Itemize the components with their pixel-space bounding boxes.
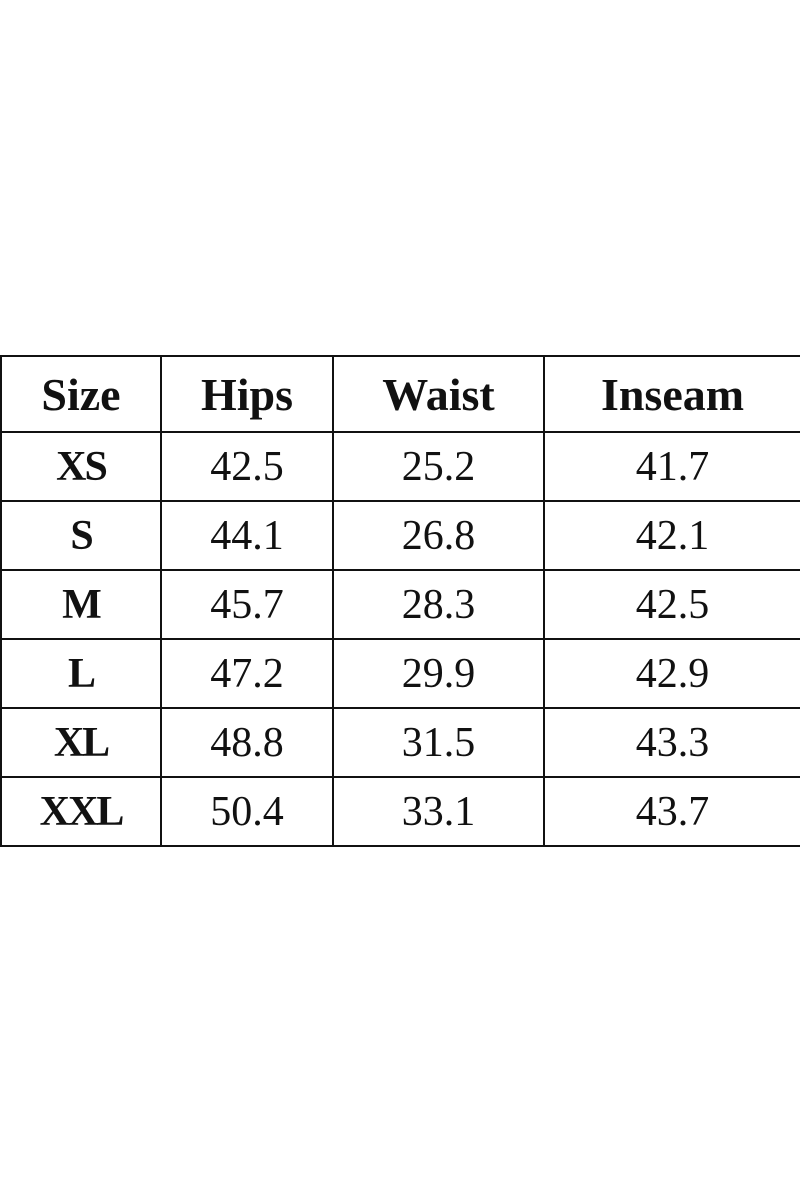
header-row: Size Hips Waist Inseam xyxy=(0,355,800,433)
value-cell: 42.9 xyxy=(543,638,800,709)
value-cell: 48.8 xyxy=(160,707,334,778)
table-row: L 47.2 29.9 42.9 xyxy=(0,638,800,709)
size-cell: L xyxy=(0,638,162,709)
value-cell: 33.1 xyxy=(332,776,545,847)
value-cell: 26.8 xyxy=(332,500,545,571)
size-cell: S xyxy=(0,500,162,571)
value-cell: 29.9 xyxy=(332,638,545,709)
value-cell: 42.1 xyxy=(543,500,800,571)
table-row: XXL 50.4 33.1 43.7 xyxy=(0,776,800,847)
value-cell: 43.7 xyxy=(543,776,800,847)
size-cell: XXL xyxy=(0,776,162,847)
value-cell: 44.1 xyxy=(160,500,334,571)
value-cell: 42.5 xyxy=(160,431,334,502)
size-table: Size Hips Waist Inseam XS 42.5 25.2 41.7 S 44.1 2… xyxy=(0,355,800,847)
value-cell: 45.7 xyxy=(160,569,334,640)
header-cell: Size xyxy=(0,355,162,433)
header-cell: Hips xyxy=(160,355,334,433)
size-cell: XS xyxy=(0,431,162,502)
value-cell: 43.3 xyxy=(543,707,800,778)
value-cell: 28.3 xyxy=(332,569,545,640)
header-cell: Waist xyxy=(332,355,545,433)
value-cell: 41.7 xyxy=(543,431,800,502)
header-cell: Inseam xyxy=(543,355,800,433)
table-row: M 45.7 28.3 42.5 xyxy=(0,569,800,640)
value-cell: 25.2 xyxy=(332,431,545,502)
size-cell: M xyxy=(0,569,162,640)
table-row: S 44.1 26.8 42.1 xyxy=(0,500,800,571)
table-row: XS 42.5 25.2 41.7 xyxy=(0,431,800,502)
value-cell: 42.5 xyxy=(543,569,800,640)
value-cell: 47.2 xyxy=(160,638,334,709)
size-cell: XL xyxy=(0,707,162,778)
value-cell: 31.5 xyxy=(332,707,545,778)
value-cell: 50.4 xyxy=(160,776,334,847)
table-row: XL 48.8 31.5 43.3 xyxy=(0,707,800,778)
